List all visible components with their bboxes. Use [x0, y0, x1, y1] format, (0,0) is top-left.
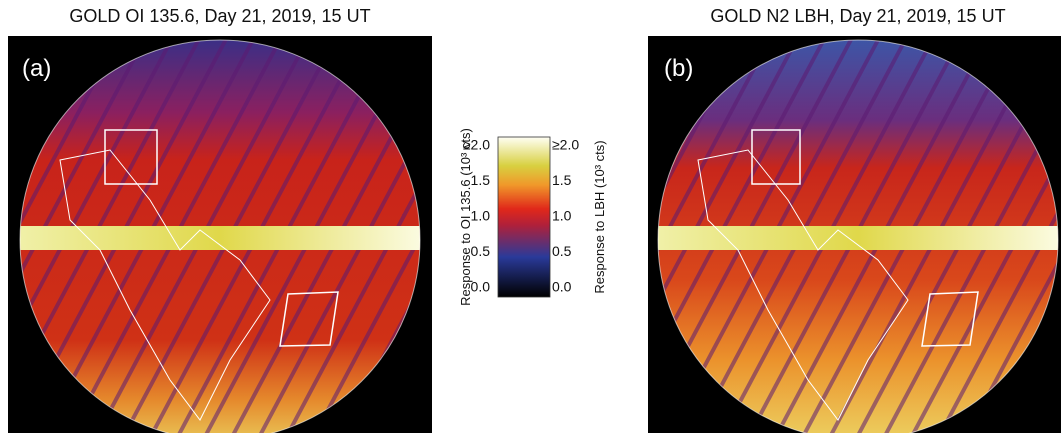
coastline: [697, 149, 909, 421]
panel-title: GOLD OI 135.6, Day 21, 2019, 15 UT: [69, 6, 370, 26]
colorbar-tick-label: 1.5: [471, 172, 491, 188]
panel-title: GOLD N2 LBH, Day 21, 2019, 15 UT: [710, 6, 1005, 26]
colorbar-tick-label: ≥2.0: [463, 137, 490, 153]
colorbar-tick-label: 1.0: [471, 208, 491, 224]
colorbar-ticks: ≥2.0 ≥2.0 1.5 1.5 1.0 1.0 0.5 0.5 0.0 0.0: [463, 137, 580, 295]
region-box: [279, 291, 339, 347]
colorbar-tick-label: 1.5: [552, 172, 572, 188]
colorbar-tick-label: 0.5: [552, 243, 572, 259]
coastline: [59, 149, 271, 421]
colorbar-label: Response to OI 135.6 (10³ cts): [458, 128, 473, 306]
globe-image: [658, 40, 1058, 433]
colorbar: [497, 136, 551, 298]
colorbar-tick-label: 0.5: [471, 243, 491, 259]
globe-image: [20, 40, 420, 433]
colorbar-tick-label: 0.0: [552, 279, 572, 295]
panel-label: (a): [22, 55, 51, 82]
globe-limb: [657, 39, 1059, 433]
panel-label: (b): [664, 55, 693, 82]
globe-limb: [19, 39, 421, 433]
colorbar-tick-label: 1.0: [552, 208, 572, 224]
region-box: [921, 291, 979, 347]
colorbar-tick-label: ≥2.0: [552, 137, 579, 153]
region-box: [751, 129, 801, 185]
colorbar-label: Response to LBH (10³ cts): [592, 140, 607, 293]
region-box: [104, 129, 158, 185]
colorbar-tick-label: 0.0: [471, 279, 491, 295]
